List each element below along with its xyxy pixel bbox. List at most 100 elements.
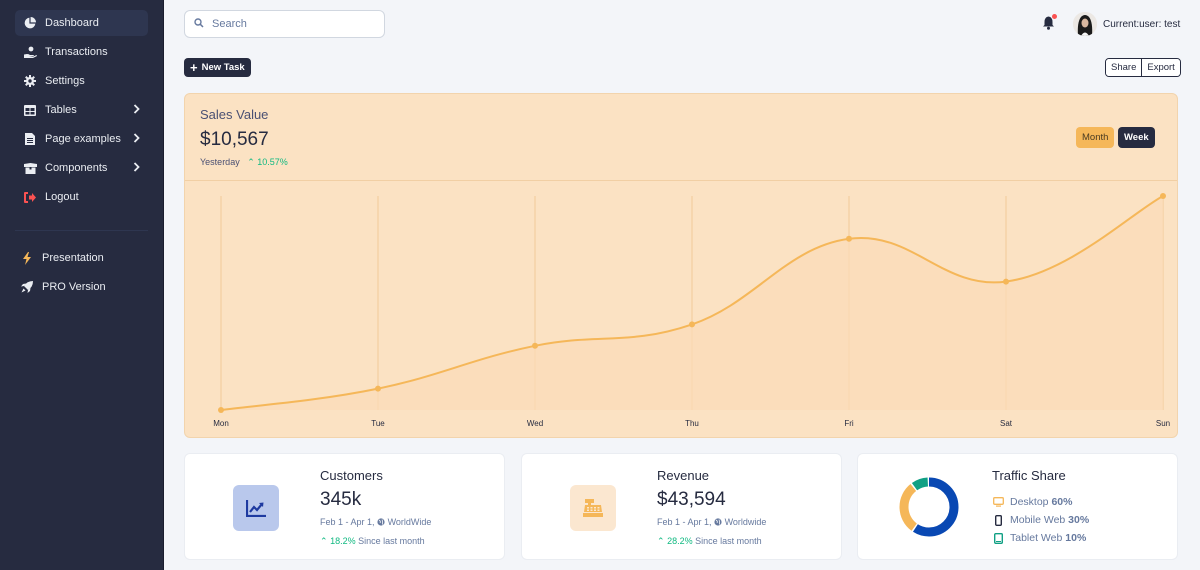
x-axis-label: Sat — [1000, 419, 1013, 428]
rocket-icon — [20, 280, 34, 294]
data-point[interactable] — [218, 407, 224, 413]
sidebar-item-logout[interactable]: Logout — [15, 184, 148, 210]
sales-change: ⌃ 10.57% — [247, 157, 288, 167]
notifications-button[interactable] — [1042, 14, 1057, 35]
region-label: Worldwide — [724, 517, 767, 527]
share-export-group: Share Export — [1105, 58, 1181, 77]
sidebar-item-transactions[interactable]: Transactions — [15, 39, 148, 65]
customers-title: Customers — [320, 468, 383, 483]
date-range: Feb 1 - Apr 1, — [320, 517, 375, 527]
data-point[interactable] — [532, 342, 538, 349]
hand-holding-usd-icon — [23, 45, 37, 59]
data-point[interactable] — [846, 235, 852, 242]
week-toggle-button[interactable]: Week — [1118, 127, 1155, 148]
legend-value: 30% — [1068, 514, 1090, 526]
sidebar-item-label: Settings — [45, 75, 85, 87]
date-range: Feb 1 - Apr 1, — [657, 517, 712, 527]
table-icon — [23, 103, 37, 117]
x-axis-label: Mon — [213, 419, 229, 428]
area-fill — [221, 196, 1163, 410]
change-percent: 28.2% — [667, 536, 693, 546]
new-task-button[interactable]: + New Task — [184, 58, 251, 77]
sidebar-item-label: Page examples — [45, 133, 121, 145]
month-toggle-button[interactable]: Month — [1076, 127, 1115, 148]
revenue-title: Revenue — [657, 468, 710, 483]
legend-item-mobile: Mobile Web 30% — [992, 511, 1089, 529]
traffic-title: Traffic Share — [992, 468, 1066, 483]
customers-change: ⌃ 18.2% Since last month — [320, 536, 425, 547]
data-point[interactable] — [689, 321, 695, 328]
avatar[interactable] — [1073, 12, 1097, 36]
region-label: WorldWide — [387, 517, 432, 527]
export-button[interactable]: Export — [1141, 59, 1180, 76]
revenue-change: ⌃ 28.2% Since last month — [657, 536, 762, 547]
sidebar-item-label: Logout — [45, 191, 79, 203]
sales-card-header: Sales Value $10,567 Yesterday ⌃ 10.57% M… — [185, 94, 1177, 181]
donut-segment[interactable] — [899, 477, 959, 537]
x-axis-label: Thu — [685, 419, 699, 428]
traffic-legend: Desktop 60% Mobile Web 30% Tablet Web 10… — [992, 493, 1089, 547]
data-point[interactable] — [1160, 193, 1166, 199]
legend-label: Desktop — [1010, 496, 1049, 508]
sales-change-value: 10.57% — [257, 157, 288, 167]
legend-value: 10% — [1065, 532, 1087, 544]
change-percent: 18.2% — [330, 536, 356, 546]
sidebar-item-components[interactable]: Components — [15, 155, 148, 181]
chevron-right-icon — [133, 133, 140, 146]
sidebar: Dashboard Transactions Settings Tables P… — [0, 0, 164, 570]
donut-segment[interactable] — [899, 477, 959, 537]
legend-item-desktop: Desktop 60% — [992, 493, 1089, 511]
sales-period-label: Yesterday — [200, 157, 240, 167]
sales-value-card: Sales Value $10,567 Yesterday ⌃ 10.57% M… — [184, 93, 1178, 438]
globe-icon — [714, 517, 725, 527]
x-axis-label: Tue — [371, 419, 385, 428]
legend-item-tablet: Tablet Web 10% — [992, 529, 1089, 547]
legend-value: 60% — [1051, 496, 1073, 508]
bolt-icon — [20, 251, 34, 265]
customers-range: Feb 1 - Apr 1, WorldWide — [320, 517, 431, 527]
sales-line-chart: Mon Tue Wed Thu Fri Sat Sun — [213, 193, 1170, 428]
cash-register-icon — [570, 485, 616, 531]
plus-icon: + — [190, 60, 198, 75]
sidebar-item-pro-version[interactable]: PRO Version — [12, 274, 148, 300]
search-box[interactable] — [184, 10, 385, 38]
sidebar-divider — [15, 230, 148, 231]
desktop-icon — [992, 496, 1004, 508]
share-button[interactable]: Share — [1106, 59, 1142, 76]
chart-pie-icon — [23, 16, 37, 30]
sidebar-item-label: Presentation — [42, 252, 104, 264]
sidebar-item-label: Components — [45, 162, 108, 174]
search-input[interactable] — [212, 18, 372, 30]
sidebar-item-tables[interactable]: Tables — [15, 97, 148, 123]
chevron-up-icon: ⌃ — [657, 536, 665, 546]
legend-label: Tablet Web — [1010, 532, 1063, 544]
x-axis-label: Wed — [527, 419, 543, 428]
sidebar-item-label: PRO Version — [42, 281, 106, 293]
traffic-donut-chart — [899, 477, 959, 537]
chevron-right-icon — [133, 162, 140, 175]
legend-label: Mobile Web — [1010, 514, 1066, 526]
tablet-icon — [992, 532, 1004, 544]
customers-card: Customers 345k Feb 1 - Apr 1, WorldWide … — [184, 453, 505, 560]
data-point[interactable] — [1003, 278, 1009, 285]
globe-icon — [377, 517, 388, 527]
unread-indicator — [1052, 14, 1057, 19]
chart-line-icon — [233, 485, 279, 531]
sidebar-item-label: Dashboard — [45, 17, 99, 29]
change-label: Since last month — [695, 536, 762, 546]
chevron-up-icon: ⌃ — [247, 157, 255, 167]
change-label: Since last month — [358, 536, 425, 546]
x-axis-label: Fri — [844, 419, 854, 428]
sidebar-item-dashboard[interactable]: Dashboard — [15, 10, 148, 36]
box-open-icon — [23, 161, 37, 175]
current-user-label[interactable]: Current:user: test — [1103, 19, 1181, 30]
sidebar-item-presentation[interactable]: Presentation — [12, 245, 148, 271]
chevron-right-icon — [133, 104, 140, 117]
sidebar-item-label: Transactions — [45, 46, 108, 58]
revenue-value: $43,594 — [657, 489, 726, 510]
sidebar-item-settings[interactable]: Settings — [15, 68, 148, 94]
data-point[interactable] — [375, 385, 381, 392]
sales-value: $10,567 — [200, 129, 269, 150]
mobile-icon — [992, 514, 1004, 526]
sidebar-item-page-examples[interactable]: Page examples — [15, 126, 148, 152]
